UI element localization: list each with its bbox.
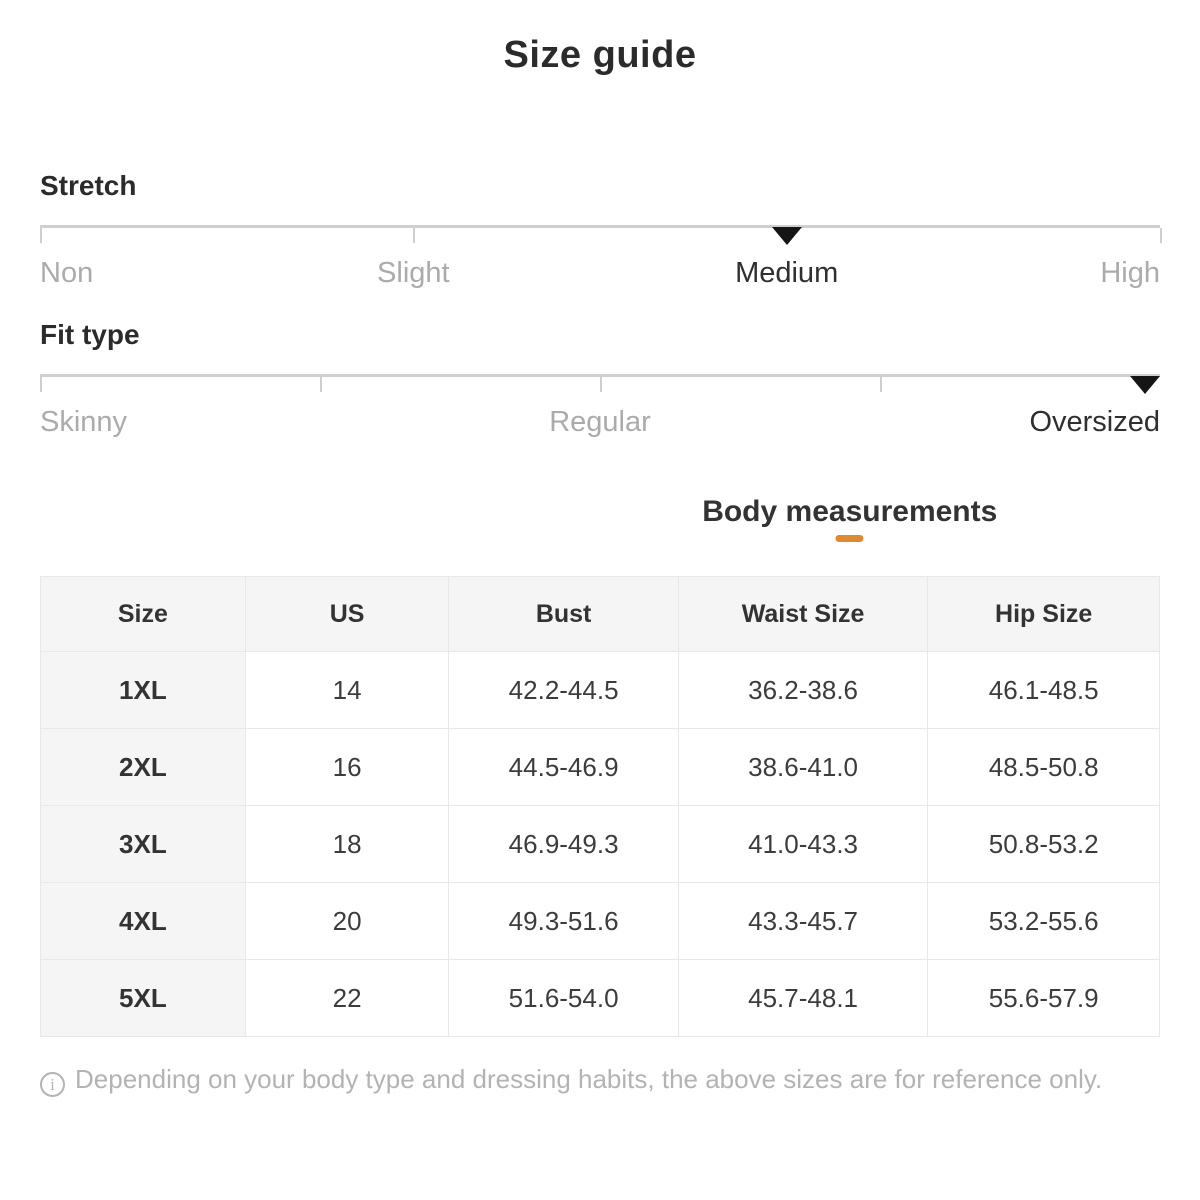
value-cell: 18: [244, 805, 450, 883]
stretch-scale: Non Slight Medium High: [40, 225, 1162, 291]
value-cell: 38.6-41.0: [677, 728, 929, 806]
scale-option-skinny: Skinny: [40, 406, 128, 438]
value-cell: 49.3-51.6: [448, 882, 679, 960]
stretch-section: Stretch Non Slight Medium High: [40, 170, 1162, 291]
size-cell: 5XL: [40, 959, 246, 1037]
size-cell: 4XL: [40, 882, 246, 960]
value-cell: 41.0-43.3: [677, 805, 929, 883]
fit-type-scale: Skinny Regular Oversized: [40, 374, 1160, 440]
value-cell: 22: [244, 959, 450, 1037]
size-table-header: Size US Bust Waist Size Hip Size: [40, 576, 1160, 652]
column-header-us: US: [244, 576, 450, 652]
value-cell: 43.3-45.7: [677, 882, 929, 960]
size-cell: 1XL: [40, 651, 246, 729]
active-tab-underline: [835, 535, 864, 542]
value-cell: 46.9-49.3: [448, 805, 679, 883]
size-table: Size US Bust Waist Size Hip Size 1XL 14 42.2-4…: [40, 576, 1160, 1037]
column-header-waist-size: Waist Size: [677, 576, 929, 652]
table-row: 5XL 22 51.6-54.0 45.7-48.1 55.6-57.9: [40, 959, 1160, 1037]
slider-track: [40, 374, 1160, 377]
scale-option-oversized: Oversized: [1029, 406, 1160, 438]
scale-option-medium: Medium: [735, 257, 839, 289]
column-header-bust: Bust: [448, 576, 679, 652]
disclaimer-note: i Depending on your body type and dressin…: [40, 1064, 1160, 1097]
slider-tick: [1160, 228, 1162, 243]
slider-track: [40, 225, 1160, 228]
column-header-size: Size: [40, 576, 246, 652]
slider-tick: [40, 228, 42, 243]
scale-option-regular: Regular: [549, 406, 651, 438]
scale-option-non: Non: [40, 257, 94, 289]
value-cell: 36.2-38.6: [677, 651, 929, 729]
tab-body-measurements-label: Body measurements: [702, 495, 998, 528]
value-cell: 48.5-50.8: [927, 728, 1160, 806]
table-row: 1XL 14 42.2-44.5 36.2-38.6 46.1-48.5: [40, 651, 1160, 729]
value-cell: 55.6-57.9: [927, 959, 1160, 1037]
fit-type-section: Fit type Skinny Regular Oversized: [40, 319, 1160, 440]
page-title: Size guide: [503, 34, 697, 76]
value-cell: 14: [244, 651, 450, 729]
table-row: 3XL 18 46.9-49.3 41.0-43.3 50.8-53.2: [40, 805, 1160, 883]
disclaimer-text: Depending on your body type and dressing…: [75, 1064, 1103, 1094]
slider-tick: [40, 377, 42, 392]
fit-type-label: Fit type: [40, 319, 140, 350]
value-cell: 53.2-55.6: [927, 882, 1160, 960]
value-cell: 45.7-48.1: [677, 959, 929, 1037]
size-table-body: 1XL 14 42.2-44.5 36.2-38.6 46.1-48.5 2XL 16 44.…: [40, 651, 1160, 1037]
table-row: 2XL 16 44.5-46.9 38.6-41.0 48.5-50.8: [40, 728, 1160, 806]
slider-tick: [320, 377, 322, 392]
value-cell: 51.6-54.0: [448, 959, 679, 1037]
column-header-hip-size: Hip Size: [927, 576, 1160, 652]
selected-value-marker-icon: [1130, 376, 1160, 394]
table-row: 4XL 20 49.3-51.6 43.3-45.7 53.2-55.6: [40, 882, 1160, 960]
slider-tick: [413, 228, 416, 243]
size-cell: 3XL: [40, 805, 246, 883]
scale-option-high: High: [1100, 257, 1160, 289]
slider-tick: [600, 377, 602, 392]
value-cell: 42.2-44.5: [448, 651, 679, 729]
stretch-label: Stretch: [40, 170, 137, 201]
size-cell: 2XL: [40, 728, 246, 806]
selected-value-marker-icon: [771, 227, 802, 245]
value-cell: 44.5-46.9: [448, 728, 679, 806]
info-icon: i: [40, 1072, 65, 1097]
measurements-tabs: Body measurements: [40, 495, 1160, 543]
tab-body-measurements[interactable]: Body measurements: [702, 495, 997, 542]
header-row: Size US Bust Waist Size Hip Size: [40, 576, 1160, 652]
scale-option-slight: Slight: [377, 257, 450, 289]
value-cell: 16: [244, 728, 450, 806]
value-cell: 50.8-53.2: [927, 805, 1160, 883]
value-cell: 20: [244, 882, 450, 960]
value-cell: 46.1-48.5: [927, 651, 1160, 729]
slider-tick: [880, 377, 882, 392]
